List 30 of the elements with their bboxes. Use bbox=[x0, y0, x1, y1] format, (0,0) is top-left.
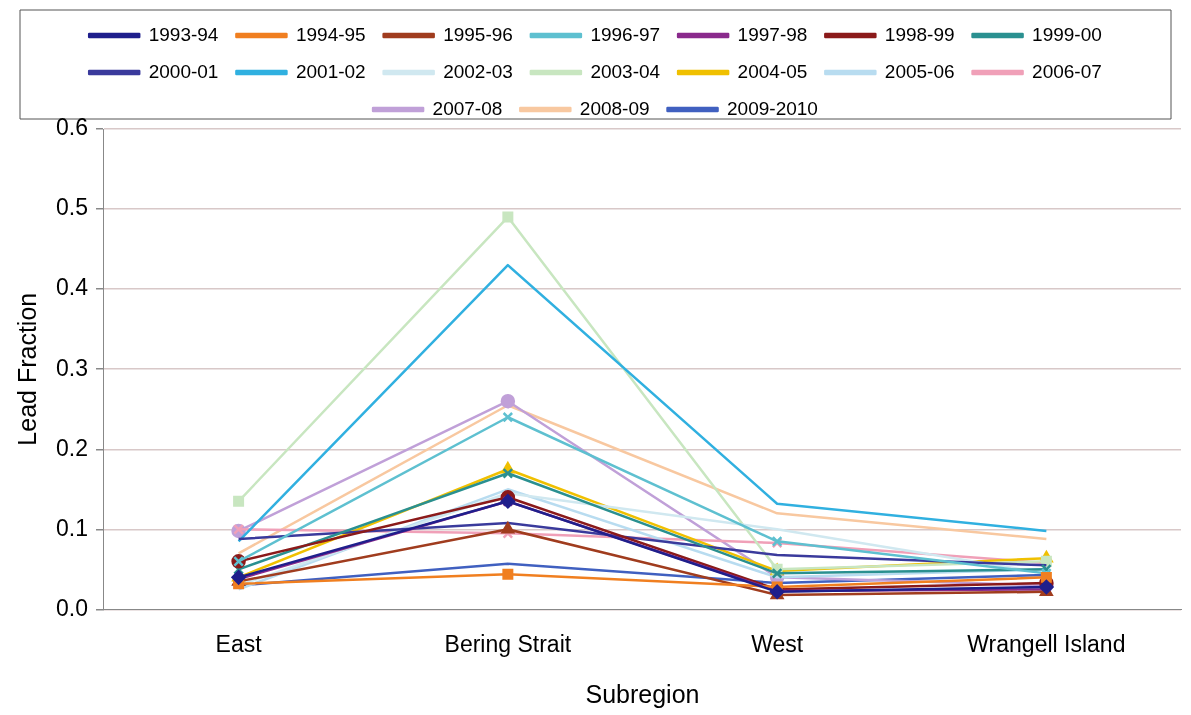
legend-label: 2000-01 bbox=[148, 60, 219, 82]
y-tick-label: 0.6 bbox=[55, 114, 88, 141]
legend-label: 2009-2010 bbox=[727, 97, 818, 119]
legend-label: 2004-05 bbox=[737, 60, 808, 82]
y-tick-label: 0.4 bbox=[55, 274, 89, 301]
legend-label: 2007-08 bbox=[432, 97, 503, 119]
y-tick-label: 0.0 bbox=[55, 594, 88, 621]
y-tick-label: 0.5 bbox=[55, 194, 88, 221]
y-tick-label: 0.1 bbox=[55, 514, 88, 541]
legend-label: 1993-94 bbox=[148, 23, 219, 45]
x-tick-label: Bering Strait bbox=[444, 630, 572, 657]
legend-label: 1994-95 bbox=[295, 23, 366, 45]
y-axis-title: Lead Fraction bbox=[12, 292, 41, 446]
legend-label: 1997-98 bbox=[737, 23, 808, 45]
legend-label: 2002-03 bbox=[443, 60, 513, 82]
legend-label: 2006-07 bbox=[1032, 60, 1102, 82]
legend-label: 1999-00 bbox=[1032, 23, 1102, 45]
legend-label: 2005-06 bbox=[884, 60, 955, 82]
x-axis-title: Subregion bbox=[585, 679, 700, 708]
y-tick-label: 0.2 bbox=[55, 434, 88, 461]
legend-label: 1996-97 bbox=[590, 23, 661, 45]
legend-label: 1995-96 bbox=[443, 23, 513, 45]
legend-label: 1998-99 bbox=[884, 23, 955, 45]
y-tick-label: 0.3 bbox=[55, 354, 88, 381]
x-tick-label: East bbox=[215, 630, 263, 657]
legend-label: 2008-09 bbox=[579, 97, 650, 119]
legend-label: 2001-02 bbox=[295, 60, 366, 82]
x-tick-label: Wrangell Island bbox=[967, 630, 1126, 657]
legend-label: 2003-04 bbox=[590, 60, 661, 82]
x-tick-label: West bbox=[751, 630, 804, 657]
